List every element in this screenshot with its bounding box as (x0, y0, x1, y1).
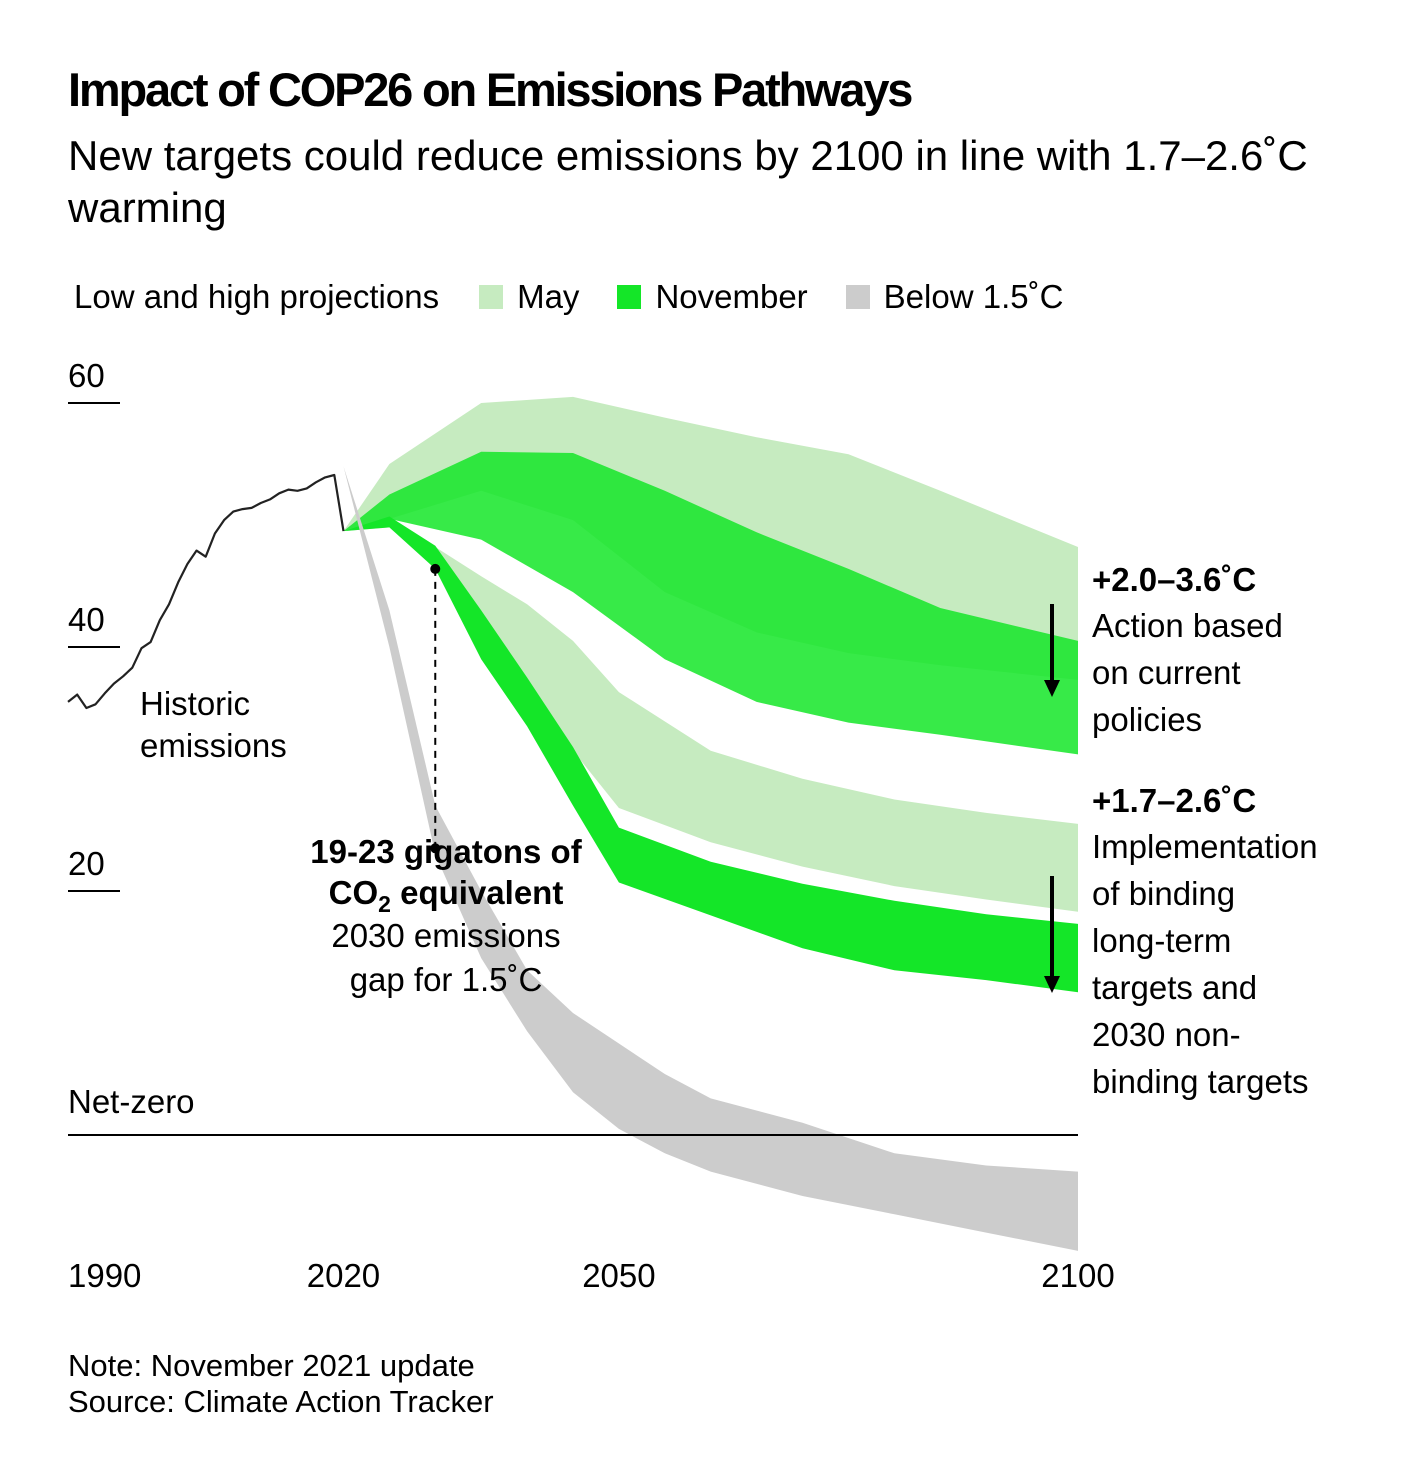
legend-item-below-1-5: Below 1.5˚C (845, 278, 1064, 316)
legend-label-may: May (517, 278, 580, 315)
source-text: Source: Climate Action Tracker (68, 1384, 494, 1419)
historic-label: Historic (140, 685, 250, 722)
legend-label-november: November (655, 278, 808, 315)
band-below-1-5-c-1-5-c-compatible-pathway (343, 466, 1078, 1251)
gap-marker (430, 563, 441, 574)
current-policies-annotation: +2.0–3.6˚C Action based on current polic… (1044, 561, 1283, 738)
chart-title: Impact of COP26 on Emissions Pathways (68, 63, 913, 116)
x-tick-label: 2100 (1041, 1257, 1114, 1294)
gap-label: 2030 emissions (331, 917, 560, 954)
note-text: Note: November 2021 update (68, 1348, 475, 1383)
current-policies-text: Action based (1092, 607, 1283, 644)
current-policies-text: on current (1092, 654, 1241, 691)
targets-text: targets and (1092, 969, 1257, 1006)
y-tick-label: 40 (68, 601, 105, 638)
x-tick-label: 2050 (582, 1257, 655, 1294)
targets-text: long-term (1092, 922, 1231, 959)
historic-label: emissions (140, 727, 287, 764)
co2-subscript: 2 (378, 891, 391, 917)
targets-text: 2030 non- (1092, 1016, 1241, 1053)
band-may-binding-long-term-and-2030-non-binding-targets (343, 518, 1078, 912)
targets-text: Implementation (1092, 828, 1318, 865)
legend-label-below-1-5: Below 1.5˚C (883, 278, 1064, 315)
targets-text: of binding (1092, 875, 1235, 912)
gap-label-bold: 19-23 gigatons of (310, 833, 582, 870)
footnote: Note: November 2021 update Source: Clima… (68, 1348, 494, 1420)
y-tick-label: 60 (68, 357, 105, 394)
x-axis: 1990 2020 2050 2100 (68, 1257, 1115, 1294)
legend-swatch-below-1-5 (845, 285, 870, 309)
legend-item-may: May (479, 278, 579, 316)
current-policies-temp: +2.0–3.6˚C (1092, 561, 1256, 598)
gap-label-bold: CO2 equivalent (329, 874, 564, 917)
current-policies-text: policies (1092, 701, 1202, 738)
chart-subtitle: New targets could reduce emissions by 21… (68, 132, 1308, 231)
down-arrow-icon (1044, 976, 1060, 993)
net-zero-label: Net-zero (68, 1083, 195, 1120)
y-axis: 60 40 20 (68, 357, 120, 892)
band-november-current-policies (343, 451, 1078, 755)
targets-temp: +1.7–2.6˚C (1092, 782, 1256, 819)
gap-label: gap for 1.5˚C (350, 961, 543, 998)
legend: Low and high projections May November Be… (74, 276, 1101, 318)
legend-swatch-november (617, 285, 642, 309)
gap-marker (430, 843, 441, 854)
projection-bands (343, 396, 1078, 1251)
band-november-binding-long-term-and-2030-non-binding-targets (343, 516, 1078, 993)
y-tick-label: 20 (68, 845, 105, 882)
x-tick-label: 1990 (68, 1257, 141, 1294)
historic-emissions-line (67, 473, 345, 710)
targets-annotation: +1.7–2.6˚C Implementation of binding lon… (1044, 782, 1318, 1100)
emissions-gap-annotation: 19-23 gigatons of CO2 equivalent 2030 em… (310, 563, 583, 998)
down-arrow-icon (1044, 680, 1060, 697)
x-tick-label: 2020 (307, 1257, 380, 1294)
legend-item-november: November (617, 278, 808, 316)
co2-text: CO (329, 874, 379, 911)
legend-swatch-may (479, 285, 504, 309)
legend-title: Low and high projections (74, 278, 440, 315)
targets-text: binding targets (1092, 1063, 1308, 1100)
co2-suffix: equivalent (391, 874, 563, 911)
